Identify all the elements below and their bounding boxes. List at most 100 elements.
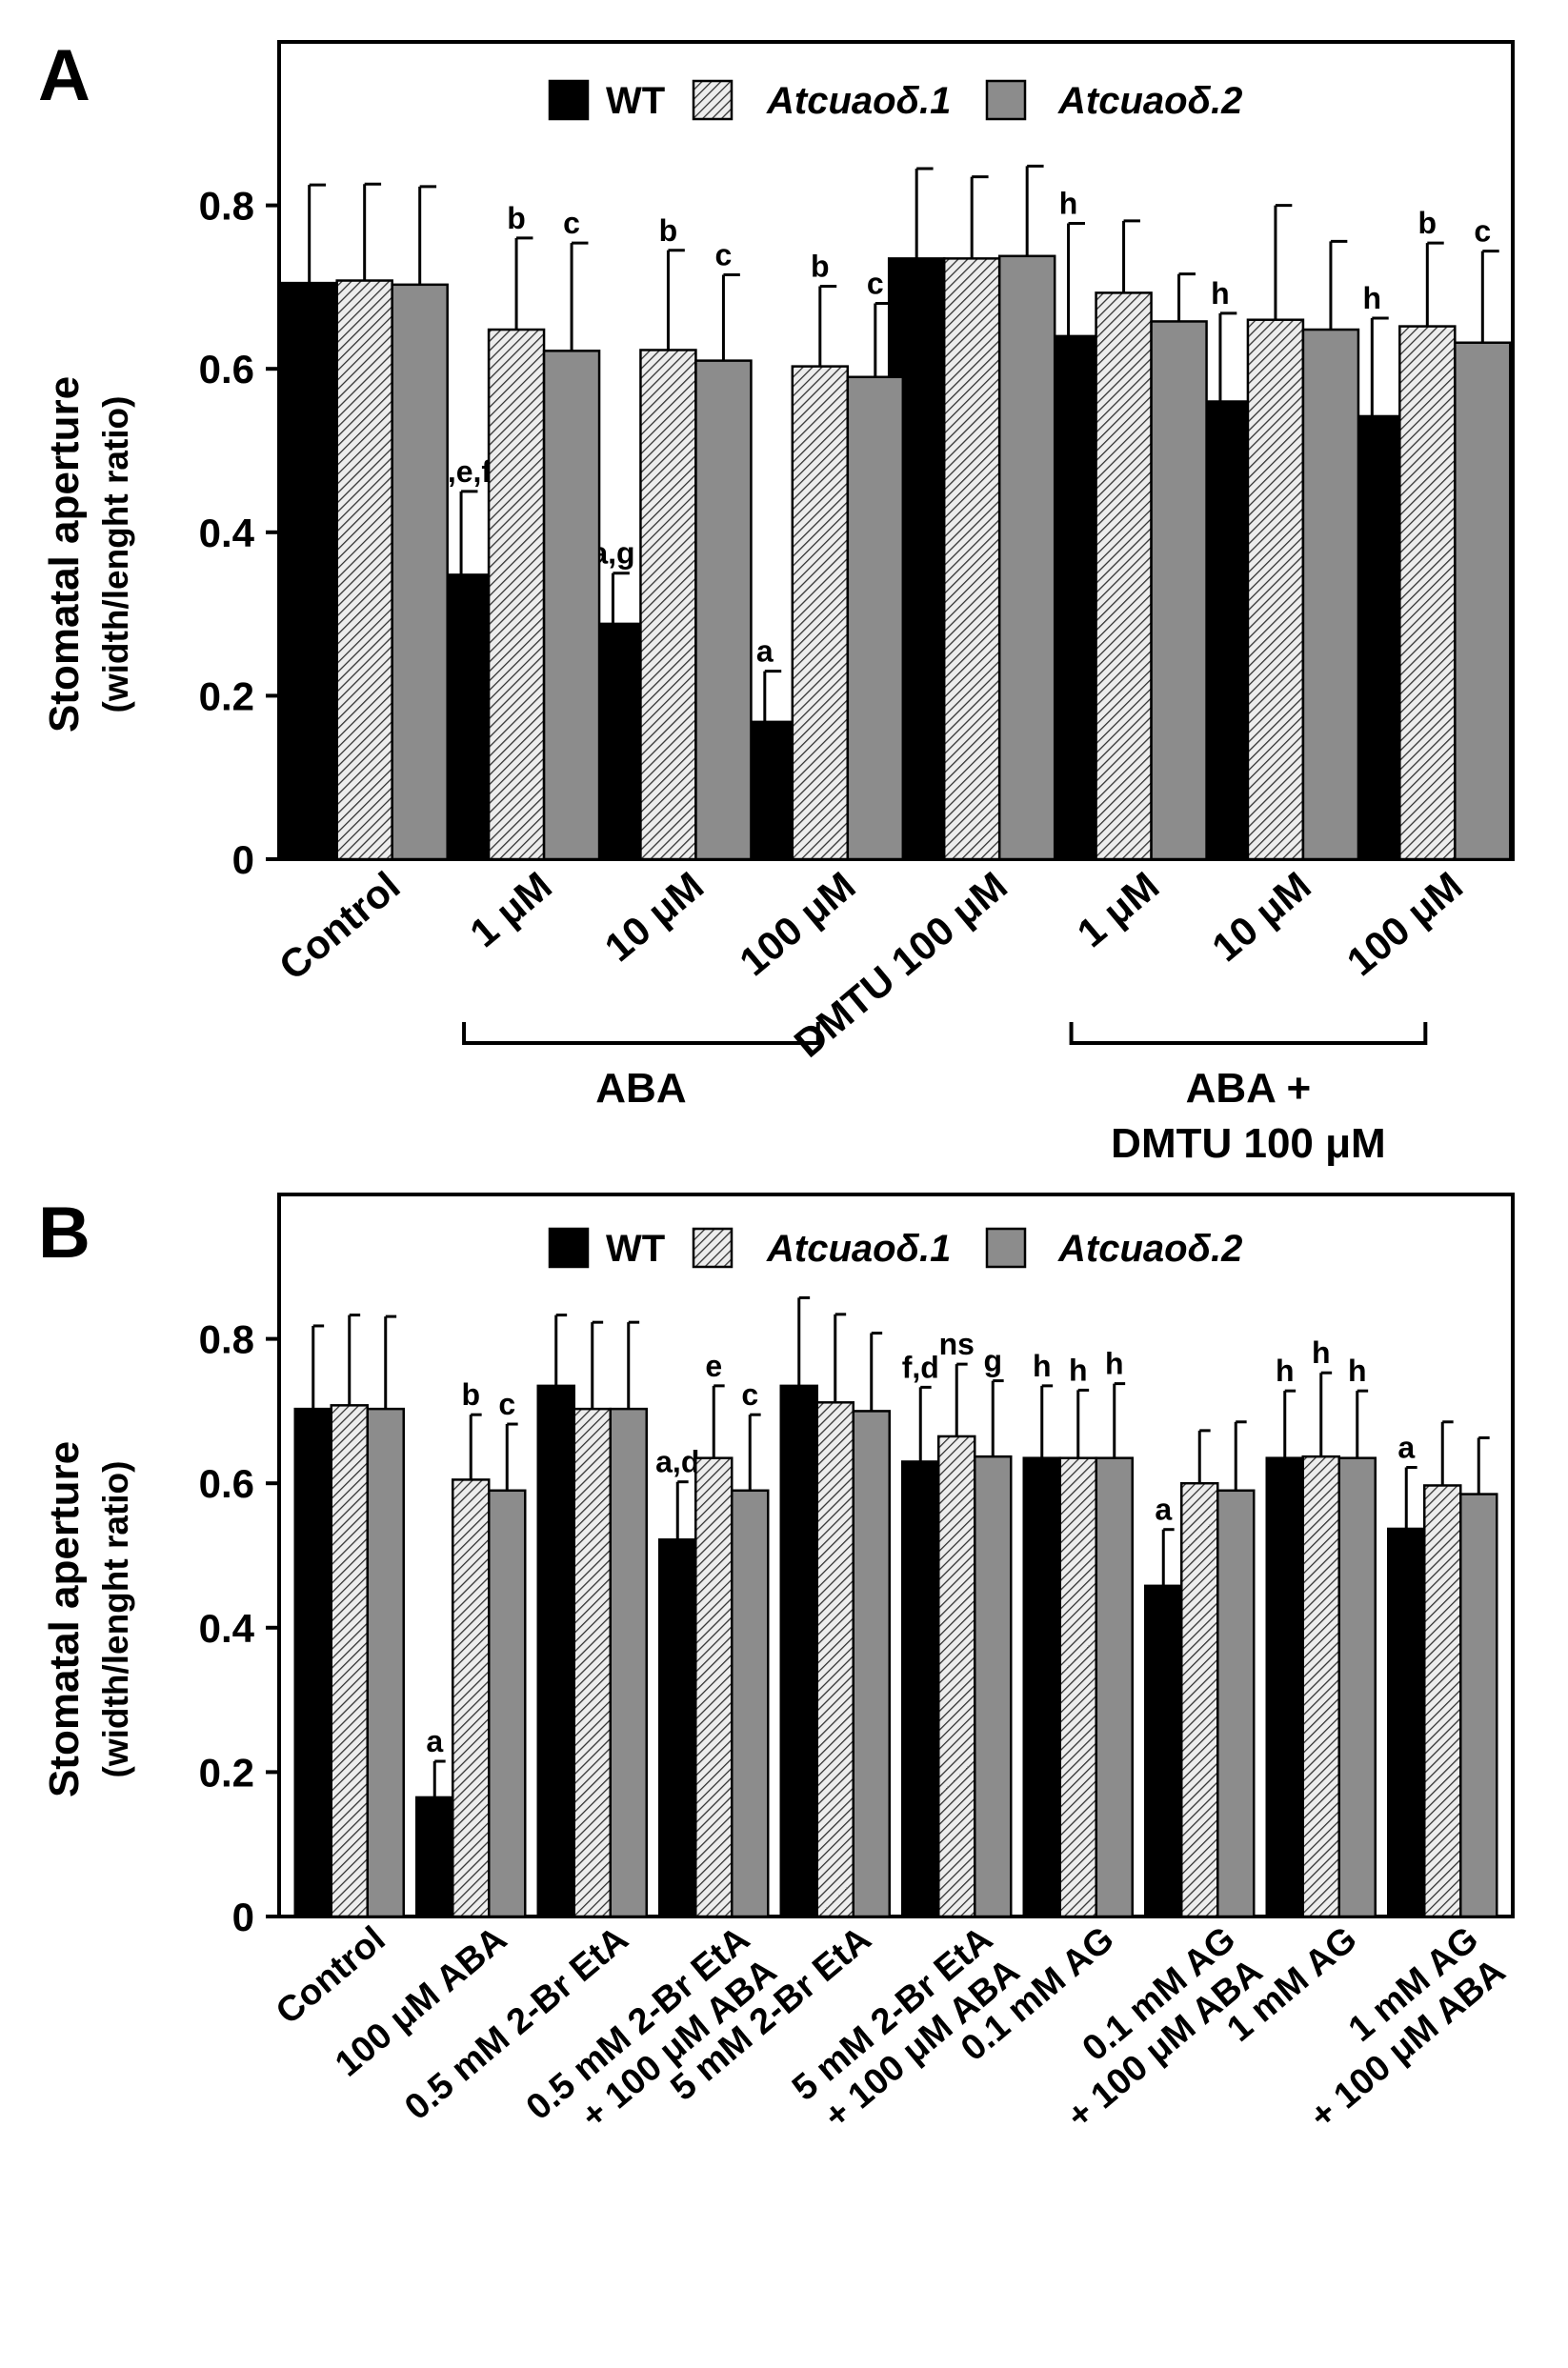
significance-label: e	[705, 1349, 722, 1383]
y-tick-label: 0.2	[199, 1750, 254, 1795]
x-tick-label-group: Control	[271, 863, 409, 989]
bar	[731, 1489, 770, 1918]
significance-label: h	[1105, 1347, 1124, 1381]
bar	[1095, 1456, 1134, 1918]
legend-label: Atcuaoδ.1	[766, 80, 951, 122]
bar	[536, 1384, 575, 1918]
bar	[1459, 1493, 1498, 1918]
bar	[1180, 1481, 1219, 1918]
bar	[937, 1435, 976, 1918]
significance-label: h	[1363, 281, 1382, 315]
bar	[391, 283, 449, 861]
y-axis-label: Stomatal aperture	[41, 1441, 88, 1797]
x-tick-label-group: 10 μM	[1203, 863, 1318, 971]
significance-label: b	[1418, 206, 1437, 240]
y-tick-label: 0.2	[199, 673, 254, 718]
y-tick-label: 0.4	[199, 511, 255, 555]
x-tick-label-group: 1 μM	[1069, 863, 1168, 956]
bar	[815, 1401, 854, 1918]
x-tick-label-group: 100 μM	[1338, 863, 1471, 985]
significance-label: h	[1033, 1349, 1052, 1383]
significance-label: c	[563, 206, 580, 240]
bar	[1423, 1484, 1462, 1918]
significance-label: c	[715, 238, 733, 272]
y-tick-label: 0.4	[199, 1606, 255, 1651]
x-tick-label: 100 μM	[731, 863, 863, 985]
significance-label: a,d	[655, 1445, 699, 1479]
group-bracket	[1069, 1022, 1428, 1045]
bar	[1398, 325, 1457, 861]
bar	[1337, 1456, 1377, 1918]
bar	[1301, 1455, 1340, 1918]
y-tick-label: 0	[232, 837, 254, 882]
x-tick-label: 10 μM	[596, 863, 712, 971]
x-tick-label-group: 10 μM	[596, 863, 712, 971]
legend-swatch	[985, 1227, 1027, 1269]
bar	[542, 350, 601, 861]
x-tick-label: Control	[271, 863, 409, 989]
bar	[997, 254, 1056, 861]
y-axis-sublabel: (width/lenght ratio)	[96, 1461, 135, 1778]
significance-label: b	[461, 1377, 480, 1412]
bar	[1265, 1456, 1304, 1918]
bar	[658, 1538, 697, 1918]
legend-label: Atcuaoδ.2	[1057, 80, 1242, 122]
significance-label: a	[756, 634, 774, 669]
bar	[846, 375, 905, 861]
y-axis-title: Stomatal aperture (width/lenght ratio)	[41, 376, 135, 732]
y-tick-label: 0.8	[199, 184, 254, 229]
bar	[1144, 1584, 1183, 1918]
significance-label: h	[1069, 1353, 1088, 1387]
bar	[1387, 1527, 1426, 1918]
bar	[488, 1489, 527, 1918]
bar	[1454, 341, 1512, 861]
group-bracket	[462, 1022, 820, 1045]
x-tick-label-group: 100 μM	[731, 863, 863, 985]
bar	[1095, 291, 1153, 861]
bar	[1150, 320, 1208, 861]
y-tick-label: 0.8	[199, 1317, 254, 1362]
bar	[452, 1478, 491, 1918]
legend-swatch	[548, 79, 590, 121]
y-axis-sublabel: (width/lenght ratio)	[96, 396, 135, 713]
significance-label: a	[1155, 1493, 1172, 1527]
bar	[366, 1407, 405, 1918]
legend-swatch	[548, 1227, 590, 1269]
bar	[1246, 318, 1305, 861]
significance-label: h	[1059, 186, 1078, 220]
bar	[901, 1460, 940, 1918]
significance-label: g	[983, 1344, 1002, 1378]
significance-label: b	[659, 213, 678, 248]
y-tick-label: 0.6	[199, 347, 254, 391]
bar	[779, 1384, 818, 1918]
x-tick-label: 1 μM	[1069, 863, 1168, 956]
bar	[852, 1410, 891, 1918]
bar	[415, 1796, 454, 1918]
group-label: ABA +	[1186, 1065, 1312, 1112]
x-tick-label: 10 μM	[1203, 863, 1318, 971]
group-label: ABA	[595, 1065, 686, 1112]
legend-swatch	[692, 79, 734, 121]
plot-frame	[277, 1193, 1515, 1918]
bar	[1058, 1456, 1097, 1918]
bar	[974, 1455, 1013, 1918]
significance-label: h	[1211, 276, 1230, 311]
bar	[335, 279, 393, 861]
x-tick-label-group: 1 μM	[461, 863, 560, 956]
legend-label: Atcuaoδ.1	[766, 1228, 951, 1270]
bar	[573, 1407, 612, 1918]
y-tick-label: 0.6	[199, 1461, 254, 1506]
x-tick-label: 1 μM	[461, 863, 560, 956]
significance-label: f,d	[902, 1350, 939, 1384]
significance-label: a	[426, 1724, 443, 1758]
panel-label: B	[38, 1193, 90, 1274]
bar	[487, 328, 546, 861]
legend-swatch	[692, 1227, 734, 1269]
significance-label: h	[1276, 1354, 1295, 1388]
bar	[639, 349, 697, 861]
legend-label: Atcuaoδ.2	[1057, 1228, 1242, 1270]
significance-label: c	[741, 1377, 758, 1412]
legend: WT Atcuaoδ.1 Atcuaoδ.2	[548, 1227, 1242, 1270]
